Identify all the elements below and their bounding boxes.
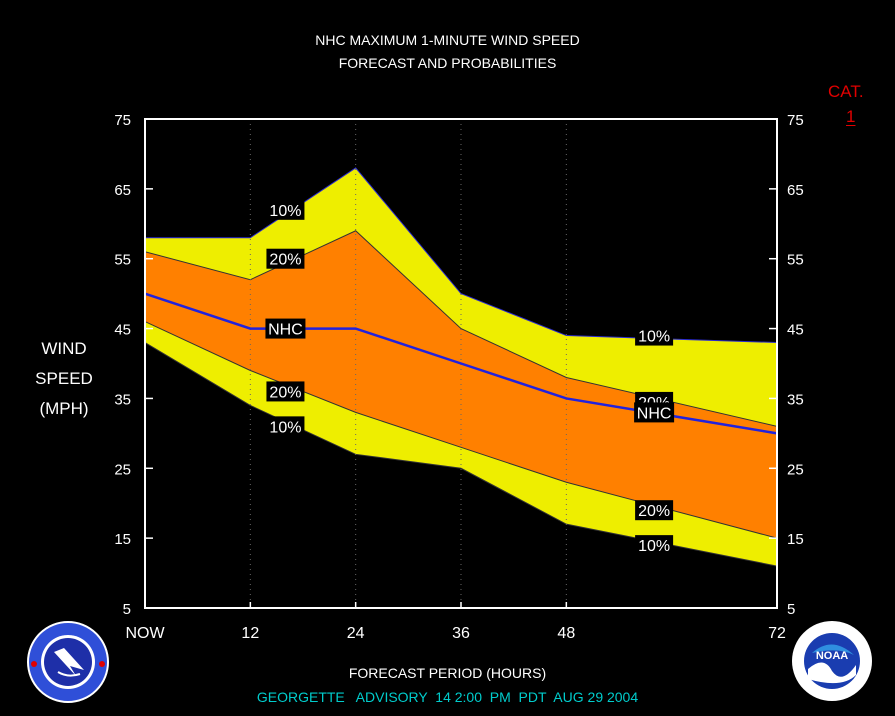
series-label-10pct-4: 10% — [269, 419, 301, 436]
y-tick-label-left-45: 45 — [114, 322, 131, 339]
label-bg-3 — [266, 381, 305, 402]
chart-title-line1: NHC MAXIMUM 1-MINUTE WIND SPEED — [315, 32, 580, 48]
series-label-20pct-3: 20% — [269, 384, 301, 401]
series-label-10pct-5: 10% — [638, 329, 670, 346]
chart-title-line2: FORECAST AND PROBABILITIES — [338, 55, 557, 71]
x-tick-label-48: 48 — [557, 625, 575, 642]
y-tick-label-left-55: 55 — [114, 252, 131, 269]
label-bg-8 — [635, 500, 674, 521]
y-tick-label-right-15: 15 — [787, 531, 804, 548]
series-label-10pct-0: 10% — [269, 203, 301, 220]
line-lower-20-percent — [144, 321, 778, 539]
series-label-20pct-8: 20% — [638, 503, 670, 520]
nhc-forecast-line — [144, 292, 778, 435]
x-tick-label-12: 12 — [241, 625, 259, 642]
series-label-nhc-2: NHC — [268, 322, 303, 339]
y-tick-label-left-75: 75 — [114, 112, 131, 129]
label-bg-1 — [266, 248, 305, 269]
y-tick-label-left-25: 25 — [114, 461, 131, 478]
category-value: 1 — [846, 107, 856, 126]
y-tick-label-right-25: 25 — [787, 461, 804, 478]
y-tick-label-right-55: 55 — [787, 252, 804, 269]
series-label-10pct-9: 10% — [638, 538, 670, 555]
y-axis-label-line1: WIND — [41, 339, 87, 358]
x-tick-label-36: 36 — [452, 625, 470, 642]
y-tick-label-right-45: 45 — [787, 322, 804, 339]
y-axis-label-line2: SPEED — [35, 369, 93, 388]
x-axis-label: FORECAST PERIOD (HOURS) — [348, 665, 547, 681]
y-axis-label-line3: (MPH) — [39, 399, 89, 418]
line-upper-10-percent — [145, 167, 778, 344]
label-bg-7 — [634, 402, 675, 423]
advisory-line: GEORGETTE ADVISORY 14 2:00 PM PDT AUG 29… — [256, 689, 639, 705]
y-tick-label-right-75: 75 — [787, 112, 804, 129]
y-tick-label-left-65: 65 — [114, 182, 131, 199]
series-label-20pct-1: 20% — [269, 252, 301, 269]
x-tick-label-72: 72 — [768, 625, 786, 642]
x-tick-label-NOW: NOW — [125, 625, 165, 642]
label-bg-4 — [266, 416, 305, 437]
y-tick-label-left-15: 15 — [114, 531, 131, 548]
y-tick-label-left-35: 35 — [114, 391, 131, 408]
series-label-nhc-7: NHC — [637, 405, 672, 422]
y-tick-label-right-65: 65 — [787, 182, 804, 199]
x-tick-label-24: 24 — [347, 625, 365, 642]
line-lower-10-percent — [144, 342, 778, 567]
label-bg-0 — [266, 199, 305, 220]
y-tick-label-left-5: 5 — [123, 601, 131, 618]
y-tick-label-right-35: 35 — [787, 391, 804, 408]
category-label: CAT. — [828, 82, 864, 101]
line-upper-20-percent — [144, 230, 778, 427]
label-bg-9 — [635, 535, 674, 556]
label-bg-5 — [635, 325, 674, 346]
y-tick-label-right-5: 5 — [787, 601, 795, 618]
label-bg-2 — [265, 318, 306, 339]
